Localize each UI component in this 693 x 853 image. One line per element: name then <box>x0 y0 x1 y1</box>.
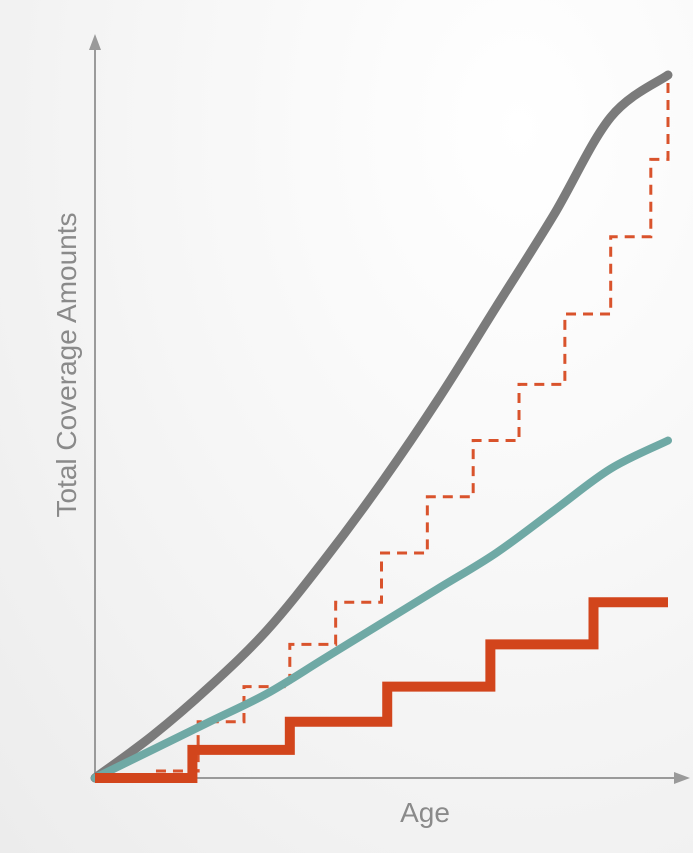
axes <box>89 34 690 784</box>
gray-curve-series <box>90 70 673 783</box>
y-axis-arrow <box>89 34 101 50</box>
series-layer <box>90 70 673 783</box>
x-axis-label: Age <box>400 797 450 828</box>
y-axis-label: Total Coverage Amounts <box>51 212 82 517</box>
x-axis-arrow <box>674 772 690 784</box>
teal-curve-series <box>91 436 672 782</box>
solid-step-series <box>95 597 668 783</box>
dashed-step-series <box>95 75 670 780</box>
